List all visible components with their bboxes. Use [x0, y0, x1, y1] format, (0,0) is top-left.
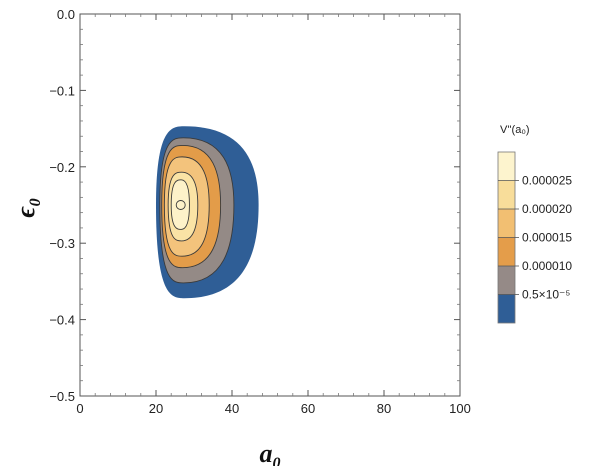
legend: 0.000025 0.000020 0.000015 0.000010 0.5×10⁻⁵: [497, 151, 572, 324]
legend-label: 0.000020: [522, 202, 572, 216]
x-tick-label: 0: [76, 401, 83, 416]
x-tick-label: 100: [449, 401, 471, 416]
y-axis-ticks: 0.0 −0.1 −0.2 −0.3 −0.4 −0.5: [49, 7, 460, 404]
contour-regions: [156, 126, 259, 299]
y-axis-title: ϵ0: [11, 198, 44, 217]
legend-title: V''(a₀): [500, 124, 530, 136]
y-tick-label: −0.5: [49, 389, 75, 404]
legend-label: 0.5×10⁻⁵: [522, 288, 570, 302]
legend-swatch: [498, 209, 515, 238]
plot-frame: [79, 13, 461, 397]
contour-peak-ring: [175, 200, 186, 210]
y-tick-label: −0.4: [49, 313, 75, 328]
x-tick-label: 80: [377, 401, 391, 416]
y-tick-label: −0.1: [49, 83, 75, 98]
y-tick-label: −0.2: [49, 160, 75, 175]
legend-swatch: [498, 152, 515, 181]
legend-swatch: [498, 266, 515, 295]
y-tick-label: −0.3: [49, 236, 75, 251]
legend-label: 0.000010: [522, 259, 572, 273]
x-axis-ticks: 0 20 40 60 80 100: [76, 14, 471, 416]
x-axis-title: a0: [260, 439, 281, 466]
legend-swatch: [498, 180, 515, 209]
x-tick-label: 60: [301, 401, 315, 416]
legend-swatch: [498, 237, 515, 266]
y-tick-label: 0.0: [57, 7, 75, 22]
legend-label: 0.000015: [522, 231, 572, 245]
x-tick-label: 40: [225, 401, 239, 416]
x-tick-label: 20: [149, 401, 163, 416]
legend-swatch: [498, 294, 515, 323]
legend-label: 0.000025: [522, 174, 572, 188]
contour-level-6: [170, 179, 190, 230]
